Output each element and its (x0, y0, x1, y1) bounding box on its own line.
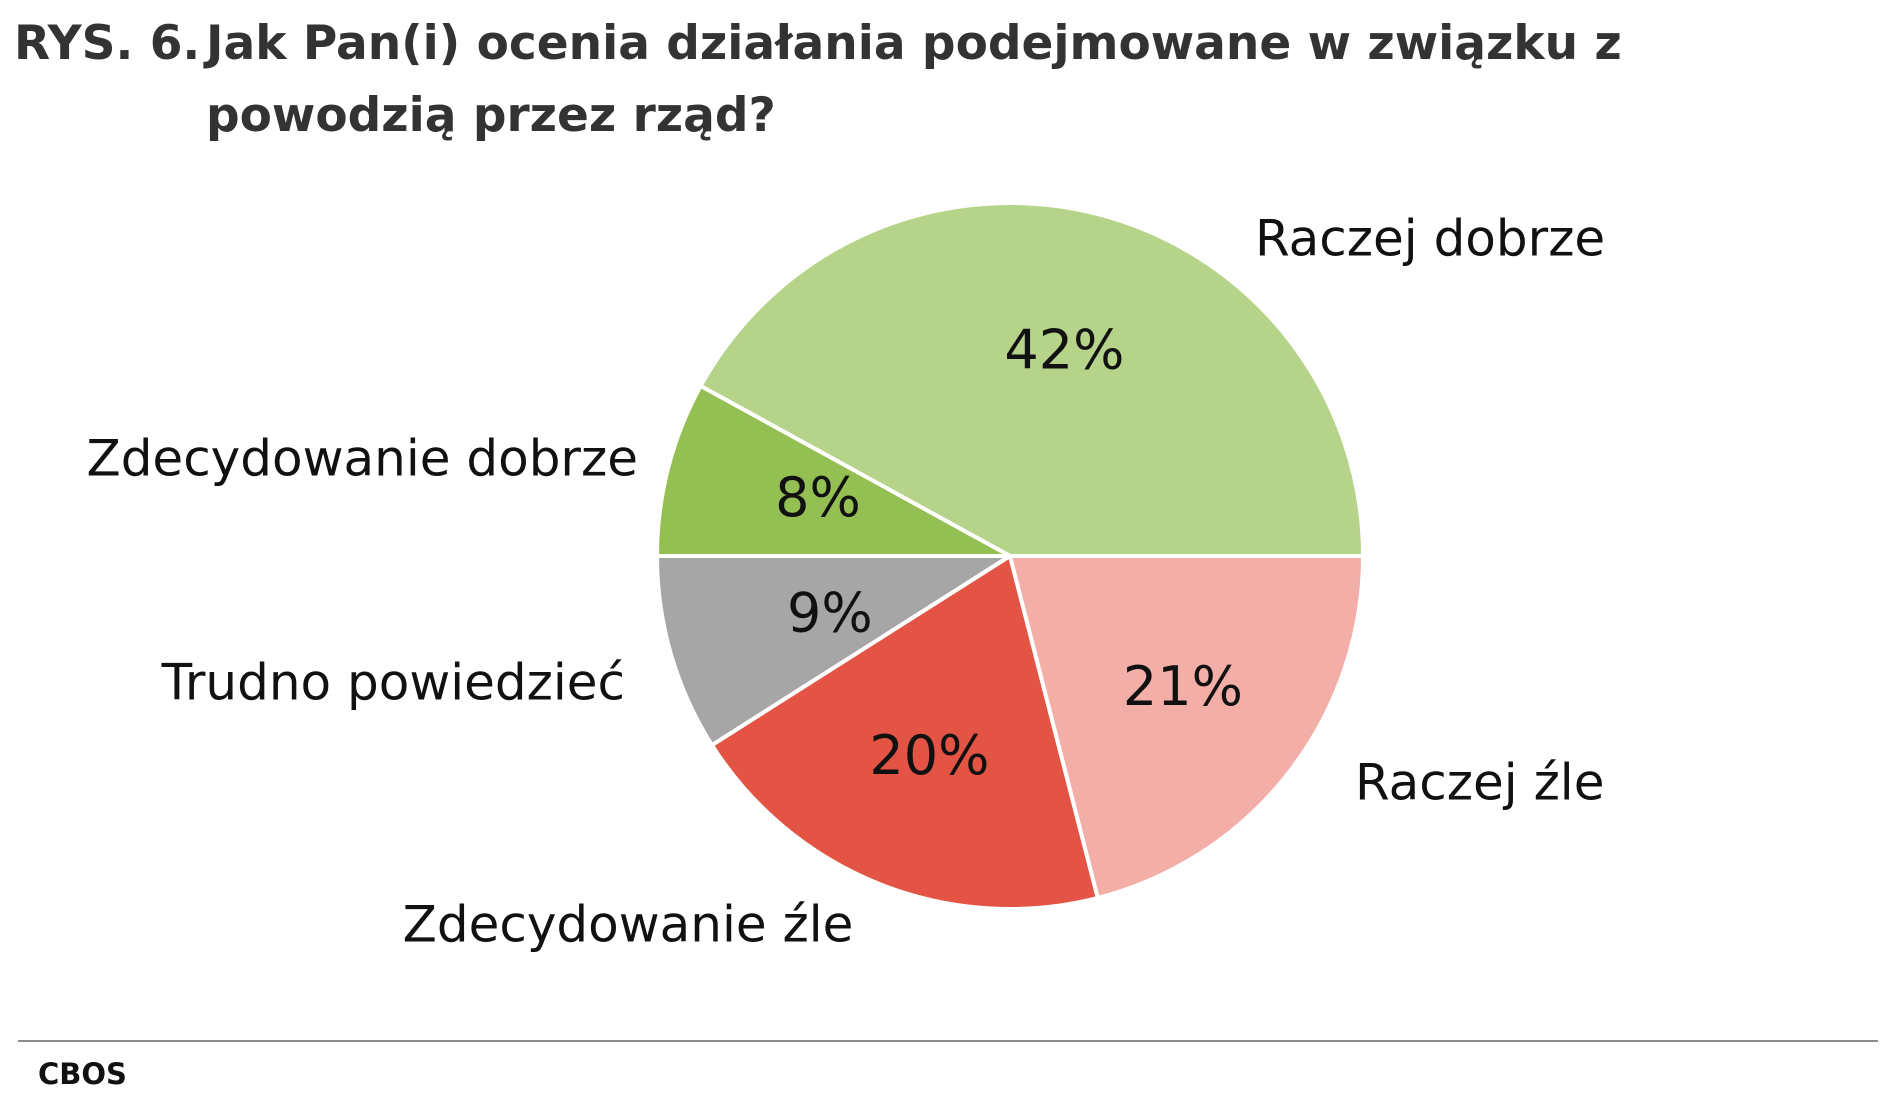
slice-value-label: 42% (1004, 319, 1124, 382)
footer-divider (18, 1040, 1878, 1042)
pie-slice (1008, 554, 1365, 900)
slice-value-label: 20% (869, 724, 989, 787)
slice-value-label: 8% (775, 466, 861, 529)
source-label: CBOS (38, 1057, 127, 1091)
chart-title: RYS. 6. Jak Pan(i) ocenia działania podej… (14, 8, 1834, 152)
slice-value-label: 21% (1123, 655, 1243, 718)
figure-number: RYS. 6. (14, 16, 201, 71)
slice-category-label: Raczej dobrze (1255, 210, 1605, 268)
pie-slice (709, 554, 1100, 911)
pie-slice (655, 383, 1012, 558)
pie-slice (698, 201, 1365, 558)
slice-category-label: Trudno powiedzieć (161, 654, 625, 712)
pie-slice (655, 554, 1012, 748)
slice-category-label: Zdecydowanie źle (403, 896, 854, 954)
figure-title: Jak Pan(i) ocenia działania podejmowane … (206, 16, 1622, 143)
slice-category-label: Raczej źle (1355, 754, 1604, 812)
slice-value-label: 9% (787, 582, 873, 645)
slice-category-label: Zdecydowanie dobrze (86, 430, 638, 488)
